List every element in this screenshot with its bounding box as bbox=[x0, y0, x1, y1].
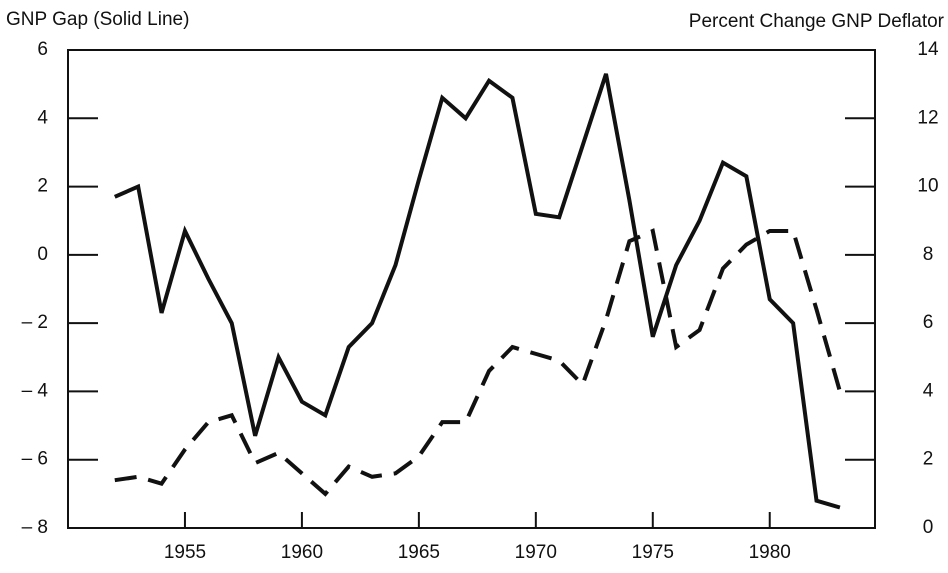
y2-tick-label: 10 bbox=[917, 176, 938, 197]
y2-axis-label: Percent Change GNP Deflator bbox=[689, 11, 945, 32]
y-tick-label: 4 bbox=[37, 107, 48, 128]
y-tick-label: 6 bbox=[37, 39, 48, 60]
y2-tick-label: 6 bbox=[923, 312, 934, 333]
x-tick-label: 1965 bbox=[398, 542, 440, 563]
x-tick-label: 1980 bbox=[749, 542, 791, 563]
y-tick-label: – 4 bbox=[22, 380, 49, 401]
y-tick-label: – 6 bbox=[22, 449, 48, 470]
x-tick-label: 1975 bbox=[632, 542, 674, 563]
y-axis-label: GNP Gap (Solid Line) bbox=[6, 9, 189, 30]
y2-tick-label: 0 bbox=[923, 517, 934, 538]
x-tick-label: 1960 bbox=[281, 542, 323, 563]
y2-tick-label: 8 bbox=[923, 244, 934, 265]
data-line bbox=[113, 73, 841, 510]
y-tick-label: 0 bbox=[37, 244, 48, 265]
y2-tick-label: 4 bbox=[923, 380, 934, 401]
y2-tick-label: 2 bbox=[923, 449, 934, 470]
data-line bbox=[114, 228, 842, 497]
x-tick-label: 1955 bbox=[164, 542, 206, 563]
plot-frame bbox=[67, 49, 876, 529]
y2-tick-label: 14 bbox=[917, 39, 939, 60]
y2-tick-label: 12 bbox=[917, 107, 938, 128]
y-tick-label: 2 bbox=[37, 176, 48, 197]
y-tick-label: – 2 bbox=[22, 312, 48, 333]
x-tick-label: 1970 bbox=[515, 542, 557, 563]
y-tick-label: – 8 bbox=[22, 517, 48, 538]
